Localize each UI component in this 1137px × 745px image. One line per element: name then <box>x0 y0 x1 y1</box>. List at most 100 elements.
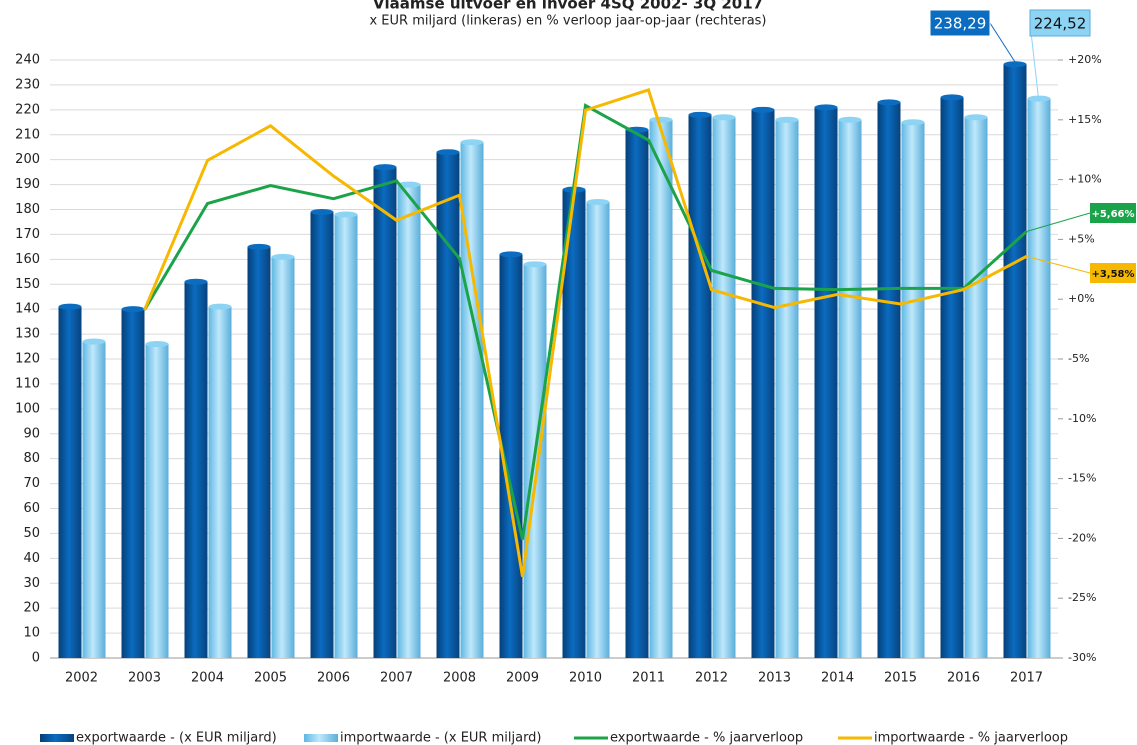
y-tick-label: 130 <box>15 327 40 342</box>
bar <box>184 281 208 658</box>
bar-top <box>397 181 421 188</box>
bar-top <box>460 139 484 146</box>
x-tick-label: 2009 <box>506 671 539 686</box>
bar <box>901 122 925 658</box>
bar <box>877 102 901 658</box>
bar <box>397 184 421 659</box>
bar <box>775 119 799 659</box>
bar-top <box>751 106 775 113</box>
bar <box>688 114 712 659</box>
x-tick-label: 2011 <box>632 671 665 686</box>
value-label: +3,58% <box>1091 269 1134 280</box>
value-label: 224,52 <box>1034 15 1087 33</box>
bar-top <box>877 99 901 106</box>
bar-top <box>271 253 295 260</box>
y-tick-label: 60 <box>23 501 40 516</box>
bar-top <box>838 116 862 123</box>
bar <box>436 152 460 659</box>
legend-swatch <box>40 734 74 742</box>
bar-top <box>688 111 712 118</box>
bar-top <box>436 149 460 156</box>
y-tick-label: 180 <box>15 202 40 217</box>
bar-top <box>82 338 106 345</box>
line <box>143 103 1028 540</box>
x-tick-label: 2015 <box>884 671 917 686</box>
y2-tick-label: -15% <box>1068 472 1096 485</box>
label-box <box>1029 9 1091 37</box>
bar-top <box>58 303 82 310</box>
y-tick-label: 190 <box>15 177 40 192</box>
bar <box>838 119 862 659</box>
bar <box>82 341 106 658</box>
legend-label: exportwaarde - (x EUR miljard) <box>76 731 277 745</box>
y-tick-label: 150 <box>15 277 40 292</box>
bar-top <box>208 303 232 310</box>
label-box <box>1090 203 1136 223</box>
bar <box>145 344 169 658</box>
bar-top <box>649 116 673 123</box>
bar-top <box>586 199 610 206</box>
y-tick-label: 80 <box>23 451 40 466</box>
y2-tick-label: +0% <box>1068 292 1095 305</box>
bar-top <box>145 341 169 348</box>
y-tick-label: 70 <box>23 476 40 491</box>
x-tick-label: 2002 <box>65 671 98 686</box>
x-tick-label: 2005 <box>254 671 287 686</box>
y2-tick-label: +15% <box>1068 113 1102 126</box>
bar-top <box>1027 95 1051 102</box>
y-tick-label: 20 <box>23 601 40 616</box>
y-tick-label: 90 <box>23 426 40 441</box>
y2-tick-label: -25% <box>1068 591 1096 604</box>
y-tick-label: 120 <box>15 352 40 367</box>
y-tick-label: 40 <box>23 551 40 566</box>
x-tick-label: 2006 <box>317 671 350 686</box>
x-tick-label: 2016 <box>947 671 980 686</box>
x-tick-label: 2010 <box>569 671 602 686</box>
bar-top <box>1003 61 1027 68</box>
bar-top <box>964 114 988 121</box>
y-tick-label: 170 <box>15 227 40 242</box>
y-tick-label: 240 <box>15 53 40 68</box>
bar-top <box>523 261 547 268</box>
bar <box>373 167 397 658</box>
x-tick-label: 2013 <box>758 671 791 686</box>
y-tick-label: 230 <box>15 77 40 92</box>
y2-tick-label: +20% <box>1068 53 1102 66</box>
label-leader <box>1026 255 1091 274</box>
bar-top <box>247 243 271 250</box>
y-tick-label: 220 <box>15 102 40 117</box>
line <box>143 88 1028 577</box>
bar <box>964 117 988 658</box>
bar <box>271 256 295 658</box>
bar-top <box>814 104 838 111</box>
bar <box>814 107 838 658</box>
bar <box>649 119 673 659</box>
x-tick-label: 2014 <box>821 671 854 686</box>
x-tick-label: 2004 <box>191 671 224 686</box>
y-tick-label: 100 <box>15 401 40 416</box>
y2-tick-label: +5% <box>1068 232 1095 245</box>
y2-tick-label: -5% <box>1068 352 1089 365</box>
bar <box>208 306 232 658</box>
bar <box>1003 64 1027 659</box>
x-tick-label: 2003 <box>128 671 161 686</box>
bar-top <box>334 211 358 218</box>
label-leader <box>1026 212 1091 232</box>
y-tick-label: 50 <box>23 526 40 541</box>
bar-top <box>712 114 736 121</box>
y2-tick-label: +10% <box>1068 173 1102 186</box>
y-tick-label: 10 <box>23 626 40 641</box>
x-tick-label: 2008 <box>443 671 476 686</box>
bar <box>334 214 358 658</box>
bar <box>247 246 271 658</box>
label-box <box>929 9 991 37</box>
legend-label: exportwaarde - % jaarverloop <box>610 731 803 745</box>
bar-top <box>940 94 964 101</box>
bar-top <box>310 208 334 215</box>
bar <box>625 129 649 658</box>
bar <box>499 254 523 658</box>
bar-top <box>373 164 397 171</box>
bar <box>310 211 334 658</box>
